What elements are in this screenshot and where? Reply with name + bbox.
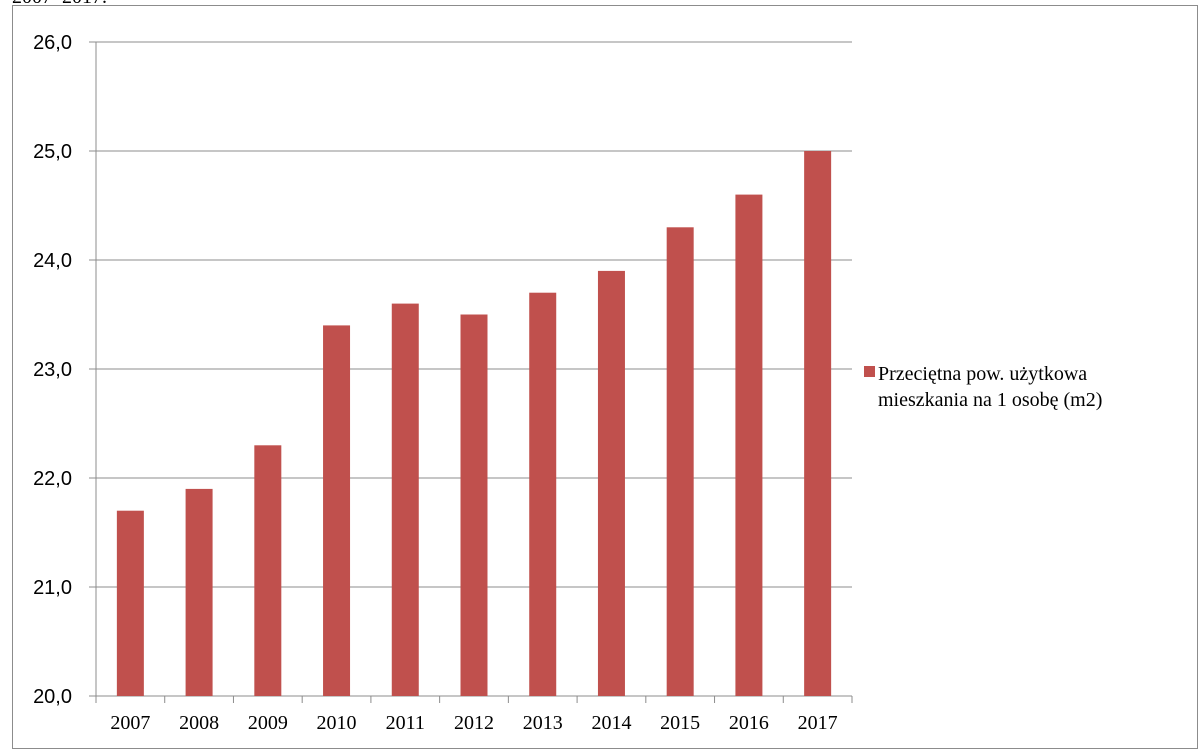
y-tick-label: 26,0 [33,32,72,54]
caption-fragment: 2007–2017. [12,0,107,9]
y-tick-label: 23,0 [33,359,72,381]
legend-label-line-1: Przeciętna pow. użytkowa [878,363,1087,385]
x-tick-label: 2009 [248,712,288,734]
legend-swatch [864,366,875,377]
bars [116,151,832,697]
chart-frame [12,5,1198,749]
x-axis-ticks: 2007 2008 2009 2010 2011 2012 2013 2014 2015 2016… [110,712,837,734]
y-tick-label: 24,0 [33,250,72,272]
x-tick-label: 2010 [317,712,357,734]
legend: Przeciętna pow. użytkowa mieszkania na 1… [864,363,1102,411]
bar [529,292,557,696]
bar [735,194,763,696]
bar [116,510,144,696]
y-tick-label: 21,0 [33,577,72,599]
x-tick-label: 2012 [454,712,494,734]
x-tick-label: 2017 [798,712,838,734]
x-tick-label: 2013 [523,712,563,734]
x-tick-label: 2014 [591,712,631,734]
bar [666,227,694,697]
bar [597,270,625,696]
legend-label-line-2: mieszkania na 1 osobę (m2) [878,389,1102,411]
y-axis-ticks: 20,0 21,0 22,0 23,0 24,0 25,0 26,0 [33,32,72,708]
y-tick-label: 25,0 [33,141,72,163]
x-tick-label: 2016 [729,712,769,734]
x-tick-label: 2007 [110,712,150,734]
y-tick-label: 20,0 [33,686,72,708]
bar [323,325,351,696]
x-tick-label: 2011 [386,712,425,734]
bar [391,303,419,696]
bar [460,314,488,696]
bar [804,151,832,696]
y-tick-label: 22,0 [33,468,72,490]
bar [254,445,282,696]
x-tick-label: 2008 [179,712,219,734]
x-tick-label: 2015 [660,712,700,734]
bar [185,488,213,696]
